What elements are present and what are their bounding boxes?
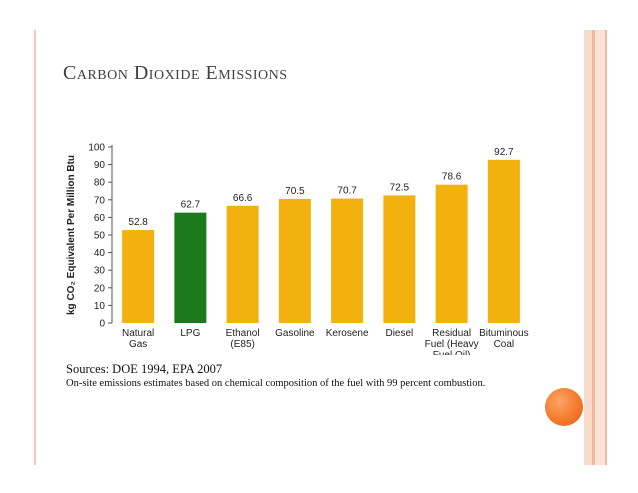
slide-right-band-line: [605, 30, 607, 465]
slide-title: Carbon Dioxide Emissions: [63, 62, 288, 84]
x-category-label: Kerosene: [326, 328, 369, 339]
x-category-label: Ethanol: [226, 328, 260, 339]
y-tick-label: 20: [94, 283, 106, 294]
slide-right-band: [584, 30, 592, 465]
x-category-label: Natural: [122, 328, 154, 339]
y-tick-label: 100: [88, 143, 105, 154]
y-tick-label: 0: [99, 319, 105, 330]
bar-value-label: 62.7: [181, 200, 201, 211]
bar: [122, 230, 155, 323]
y-tick-label: 40: [94, 248, 106, 259]
bar: [487, 159, 520, 323]
bar: [331, 198, 364, 323]
y-tick-label: 90: [94, 160, 106, 171]
x-category-label: Gasoline: [275, 328, 315, 339]
bar-value-label: 52.8: [128, 217, 148, 228]
slide-left-rule: [34, 30, 36, 465]
bar-value-label: 92.7: [494, 147, 514, 158]
bar-value-label: 78.6: [442, 172, 462, 183]
y-axis: 0 10 20 30 40 50 60 70 80 90 100: [88, 143, 113, 330]
x-category-label: Coal: [494, 339, 515, 350]
value-labels: 52.8 62.7 66.6 70.5 70.7 72.5 78.6 92.7: [128, 147, 514, 228]
slide-right-band: [595, 30, 605, 465]
slide-right-band-line: [592, 30, 595, 465]
bar: [226, 205, 259, 323]
bar: [383, 195, 416, 323]
bar-value-label: 66.6: [233, 193, 253, 204]
y-tick-label: 70: [94, 195, 106, 206]
sources-text: Sources: DOE 1994, EPA 2007: [66, 362, 223, 376]
x-category-label: Gas: [129, 339, 147, 350]
y-tick-label: 60: [94, 213, 106, 224]
bar-value-label: 72.5: [390, 182, 410, 193]
bar: [174, 212, 207, 323]
y-tick-label: 80: [94, 178, 106, 189]
bar: [278, 198, 311, 323]
x-category-label: LPG: [180, 328, 200, 339]
x-category-label: Diesel: [385, 328, 413, 339]
y-axis-title: kg CO₂ Equivalent Per Million Btu: [66, 155, 77, 315]
bars: [122, 159, 520, 323]
y-tick-label: 30: [94, 266, 106, 277]
x-category-label: Fuel (Heavy: [425, 339, 479, 350]
footnote-text: On-site emissions estimates based on che…: [66, 378, 486, 389]
bar-value-label: 70.7: [337, 186, 357, 197]
y-axis-label: kg CO₂ Equivalent Per Million Btu: [66, 155, 77, 315]
x-category-label: (E85): [230, 339, 254, 350]
y-tick-label: 50: [94, 231, 106, 242]
bar-value-label: 70.5: [285, 186, 305, 197]
bar-chart: kg CO₂ Equivalent Per Million Btu 0 10 20 3…: [66, 143, 529, 356]
bar: [435, 184, 468, 323]
x-category-label: Bituminous: [479, 328, 528, 339]
y-tick-label: 10: [94, 301, 106, 312]
x-category-label: Residual: [432, 328, 471, 339]
accent-dot: [545, 388, 583, 426]
x-category-label: Fuel Oil): [433, 350, 471, 355]
